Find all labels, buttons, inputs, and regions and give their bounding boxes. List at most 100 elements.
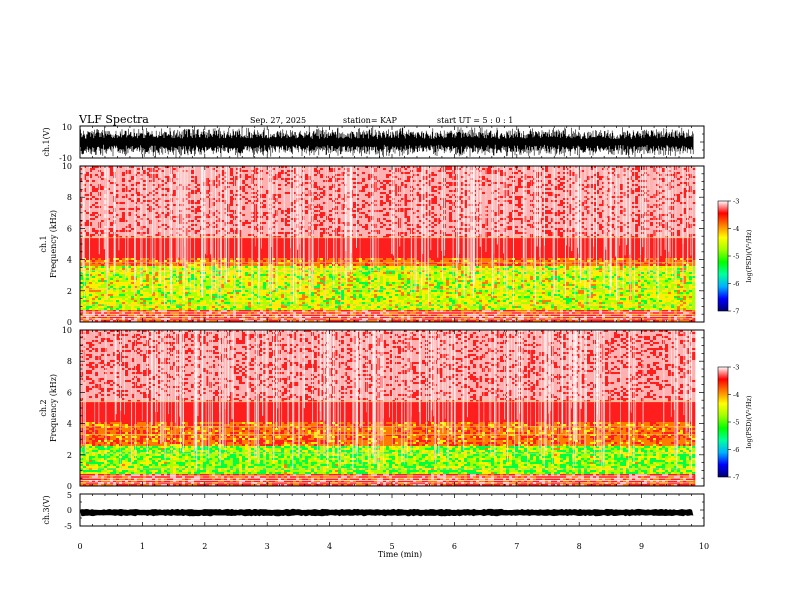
spectrogram-cell [119,204,123,207]
spectrogram-cell [176,284,180,287]
spectrogram-cell [230,298,234,301]
spectrogram-cell [110,220,114,223]
spectrogram-cell [140,206,144,209]
spectrogram-cell [101,262,105,265]
spectrogram-cell [119,182,123,185]
spectrogram-cell [215,272,219,275]
spectrogram-cell [83,178,87,181]
spectrogram-cell [248,312,252,315]
spectrogram-cell [212,246,216,249]
spectrogram-cell [89,224,93,227]
spectrogram-cell [164,230,168,233]
spectrogram-cell [119,216,123,219]
spectrogram-cell [89,232,93,235]
spectrogram-cell [197,272,201,275]
spectrogram-cell [191,190,195,193]
spectrogram-cell [206,226,210,229]
spectrogram-cell [230,276,234,279]
spectrogram-cell [188,216,192,219]
spectrogram-cell [146,320,150,322]
spectrogram-cell [146,182,150,185]
spectrogram-cell [95,166,99,169]
spectrogram-cell [254,192,258,195]
spectrogram-cell [122,214,126,217]
spectrogram-cell [116,270,120,273]
spectrogram-cell [197,292,201,295]
spectrogram-cell [131,182,135,185]
spectrogram-cell [230,248,234,251]
spectrogram-cell [167,316,171,319]
spectrogram-cell [146,206,150,209]
spectrogram-cell [245,266,249,269]
spectrogram-cell [164,238,168,241]
spectrogram-cell [263,316,267,319]
spectrogram-cell [194,224,198,227]
spectrogram-cell [116,292,120,295]
spectrogram-cell [173,268,177,271]
spectrogram-cell [224,286,228,289]
spectrogram-cell [128,194,132,197]
spectrogram-cell [254,298,258,301]
spectrogram-cell [89,314,93,317]
spectrogram-cell [188,250,192,253]
spectrogram-cell [92,208,96,211]
spectrogram-cell [167,276,171,279]
spectrogram-cell [131,312,135,315]
spectrogram-cell [95,196,99,199]
spectrogram-cell [206,312,210,315]
spectrogram-cell [86,270,90,273]
spectrogram-cell [248,182,252,185]
spectrogram-cell [143,248,147,251]
spectrogram-cell [110,258,114,261]
spectrogram-cell [239,180,243,183]
spectrogram-cell [191,224,195,227]
spectrogram-cell [254,186,258,189]
spectrogram-cell [191,264,195,267]
spectrogram-cell [218,190,222,193]
spectrogram-cell [257,320,261,322]
spectrogram-cell [146,290,150,293]
spectrogram-cell [137,208,141,211]
spectrogram-cell [89,278,93,281]
spectrogram-cell [152,194,156,197]
spectrogram-cell [83,294,87,297]
spectrogram-cell [131,242,135,245]
spectrogram-cell [257,310,261,313]
spectrogram-cell [137,294,141,297]
spectrogram-cell [266,196,270,199]
spectrogram-cell [110,286,114,289]
spectrogram-cell [203,310,207,313]
spectrogram-cell [260,294,264,297]
spectrogram-cell [86,294,90,297]
spectrogram-cell [140,200,144,203]
spectrogram-cell [251,198,255,201]
spectrogram-cell [221,262,225,265]
spectrogram-cell [251,216,255,219]
spectrogram-cell [152,298,156,301]
spectrogram-cell [107,192,111,195]
spectrogram-cell [143,306,147,309]
spectrogram-cell [128,182,132,185]
spectrogram-cell [266,232,270,235]
spectrogram-cell [131,230,135,233]
spectrogram-cell [170,316,174,319]
spectrogram-cell [254,252,258,255]
spectrogram-cell [221,214,225,217]
spectrogram-cell [101,270,105,273]
spectrogram-cell [212,242,216,245]
spectrogram-cell [254,172,258,175]
spectrogram-cell [191,212,195,215]
spectrogram-cell [152,252,156,255]
spectrogram-cell [113,308,117,311]
spectrogram-cell [146,286,150,289]
spectrogram-cell [140,178,144,181]
spectrogram-cell [221,226,225,229]
spectrogram-cell [188,296,192,299]
spectrogram-cell [146,200,150,203]
spectrogram-cell [89,284,93,287]
spectrogram-cell [245,272,249,275]
spectrogram-cell [125,286,129,289]
spectrogram-cell [86,290,90,293]
spectrogram-cell [206,236,210,239]
spectrogram-cell [167,208,171,211]
